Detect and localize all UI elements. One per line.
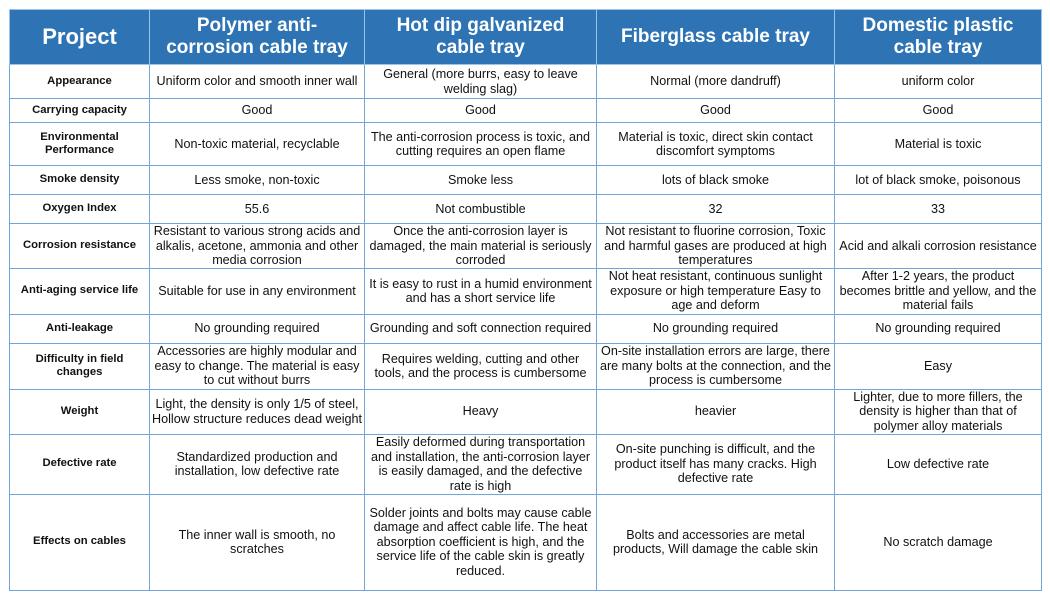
table-cell: Grounding and soft connection required xyxy=(364,313,597,344)
table-row: Anti-aging service life Suitable for use … xyxy=(9,267,1042,315)
table-cell: 33 xyxy=(834,194,1042,224)
header-row: Project Polymer anti-corrosion cable tray… xyxy=(9,9,1042,65)
comparison-table: Project Polymer anti-corrosion cable tray… xyxy=(9,9,1042,591)
table-row: Anti-leakage No grounding required Groundi… xyxy=(9,313,1042,344)
row-label: Anti-leakage xyxy=(9,313,150,344)
table-cell: lot of black smoke, poisonous xyxy=(834,165,1042,195)
table-row: Oxygen Index 55.6 Not combustible 32 33 xyxy=(9,194,1042,224)
table-row: Corrosion resistance Resistant to various… xyxy=(9,223,1042,269)
table-cell: It is easy to rust in a humid environmen… xyxy=(364,267,597,315)
table-cell: After 1-2 years, the product becomes bri… xyxy=(834,267,1042,315)
table-cell: Easily deformed during transportation an… xyxy=(364,433,597,495)
row-label: Weight xyxy=(9,388,150,435)
table-row: Effects on cables The inner wall is smoot… xyxy=(9,493,1042,591)
column-header: Project xyxy=(9,9,150,65)
table-cell: heavier xyxy=(596,388,835,435)
table-row: Appearance Uniform color and smooth inner… xyxy=(9,64,1042,99)
row-label: Anti-aging service life xyxy=(9,267,150,315)
table-cell: 32 xyxy=(596,194,835,224)
table-row: Smoke density Less smoke, non-toxic Smoke … xyxy=(9,165,1042,195)
row-label: Defective rate xyxy=(9,433,150,495)
table-cell: General (more burrs, easy to leave weldi… xyxy=(364,64,597,99)
table-cell: Good xyxy=(149,98,365,123)
table-cell: Good xyxy=(364,98,597,123)
table-cell: Resistant to various strong acids and al… xyxy=(149,223,365,269)
table-cell: Good xyxy=(834,98,1042,123)
table-cell: Once the anti-corrosion layer is damaged… xyxy=(364,223,597,269)
table-cell: Uniform color and smooth inner wall xyxy=(149,64,365,99)
table-cell: 55.6 xyxy=(149,194,365,224)
table-cell: Requires welding, cutting and other tool… xyxy=(364,342,597,390)
row-label: Effects on cables xyxy=(9,493,150,591)
table-cell: Normal (more dandruff) xyxy=(596,64,835,99)
table-cell: Non-toxic material, recyclable xyxy=(149,122,365,166)
table-cell: Standardized production and installation… xyxy=(149,433,365,495)
column-header: Hot dip galvanized cable tray xyxy=(364,9,597,65)
column-header: Fiberglass cable tray xyxy=(596,9,835,65)
table-cell: No grounding required xyxy=(149,313,365,344)
table-cell: Not resistant to fluorine corrosion, Tox… xyxy=(596,223,835,269)
row-label: Corrosion resistance xyxy=(9,223,150,269)
table-row: Weight Light, the density is only 1/5 of … xyxy=(9,388,1042,435)
table-cell: Solder joints and bolts may cause cable … xyxy=(364,493,597,591)
table-cell: Accessories are highly modular and easy … xyxy=(149,342,365,390)
table-cell: No grounding required xyxy=(834,313,1042,344)
column-header: Polymer anti-corrosion cable tray xyxy=(149,9,365,65)
table-cell: On-site punching is difficult, and the p… xyxy=(596,433,835,495)
table-cell: No grounding required xyxy=(596,313,835,344)
table-cell: Heavy xyxy=(364,388,597,435)
table-cell: The anti-corrosion process is toxic, and… xyxy=(364,122,597,166)
table-cell: The inner wall is smooth, no scratches xyxy=(149,493,365,591)
table-cell: Not combustible xyxy=(364,194,597,224)
table-cell: Material is toxic xyxy=(834,122,1042,166)
table-cell: Lighter, due to more fillers, the densit… xyxy=(834,388,1042,435)
table-cell: No scratch damage xyxy=(834,493,1042,591)
table-cell: Less smoke, non-toxic xyxy=(149,165,365,195)
table-cell: lots of black smoke xyxy=(596,165,835,195)
table-row: Difficulty in field changes Accessories a… xyxy=(9,342,1042,390)
table-cell: Low defective rate xyxy=(834,433,1042,495)
row-label: Difficulty in field changes xyxy=(9,342,150,390)
row-label: Appearance xyxy=(9,64,150,99)
table-row: Carrying capacity Good Good Good Good xyxy=(9,98,1042,123)
table-row: Defective rate Standardized production an… xyxy=(9,433,1042,495)
table-cell: Bolts and accessories are metal products… xyxy=(596,493,835,591)
table-cell: Not heat resistant, continuous sunlight … xyxy=(596,267,835,315)
row-label: Oxygen Index xyxy=(9,194,150,224)
row-label: Carrying capacity xyxy=(9,98,150,123)
table-cell: Light, the density is only 1/5 of steel,… xyxy=(149,388,365,435)
row-label: Smoke density xyxy=(9,165,150,195)
table-cell: On-site installation errors are large, t… xyxy=(596,342,835,390)
table-cell: Material is toxic, direct skin contact d… xyxy=(596,122,835,166)
column-header: Domestic plastic cable tray xyxy=(834,9,1042,65)
table-cell: Suitable for use in any environment xyxy=(149,267,365,315)
table-row: Environmental Performance Non-toxic mater… xyxy=(9,122,1042,166)
table-cell: Good xyxy=(596,98,835,123)
table-cell: uniform color xyxy=(834,64,1042,99)
table-cell: Easy xyxy=(834,342,1042,390)
row-label: Environmental Performance xyxy=(9,122,150,166)
table-cell: Acid and alkali corrosion resistance xyxy=(834,223,1042,269)
table-cell: Smoke less xyxy=(364,165,597,195)
